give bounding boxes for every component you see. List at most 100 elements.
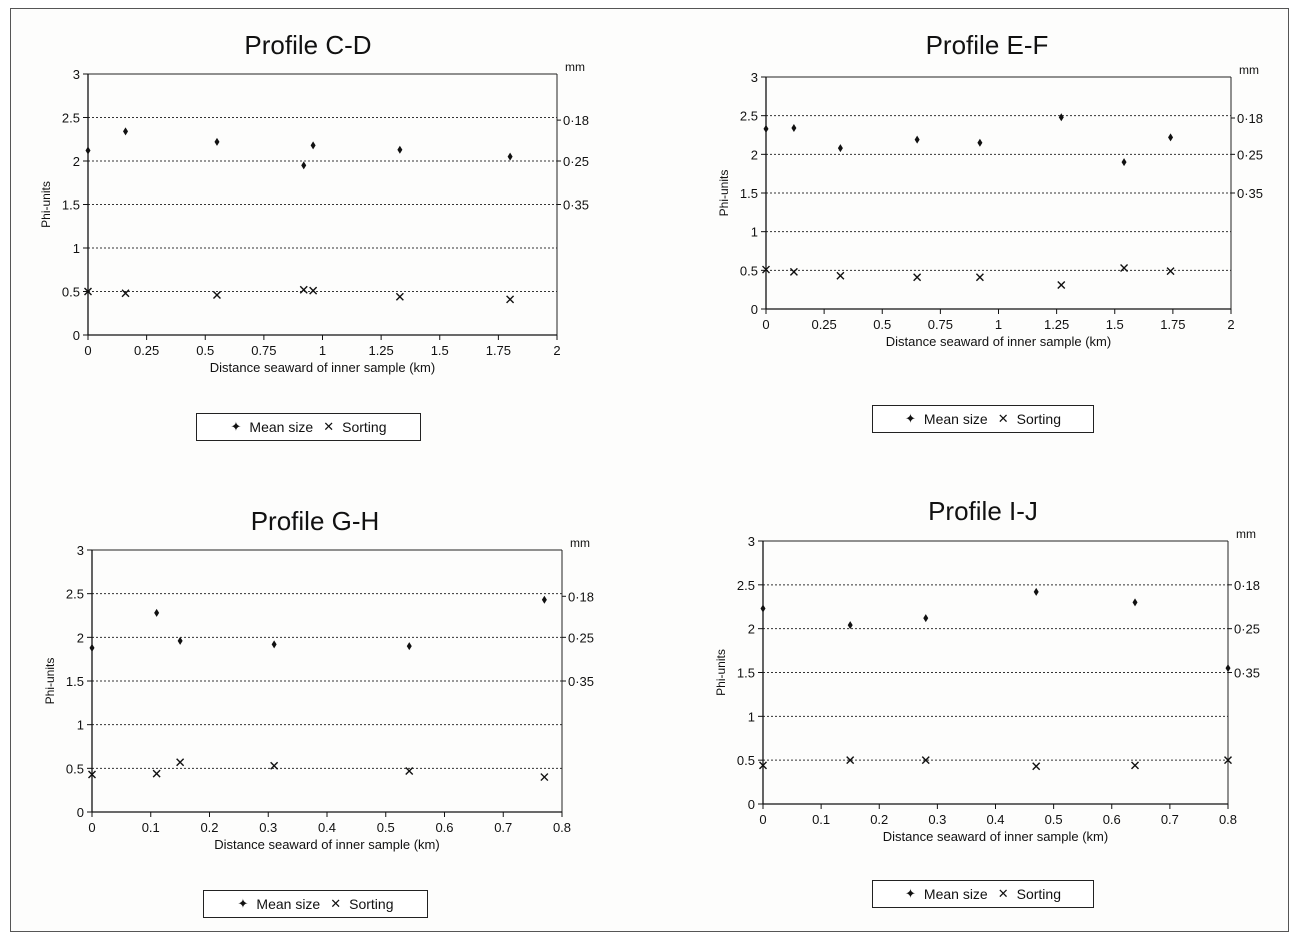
x-tick-label: 0.5 [377,820,395,835]
x-tick-label: 0 [84,343,91,358]
right-axis-unit: mm [1236,527,1256,541]
x-tick-label: 1.5 [1106,317,1124,332]
y-tick-label: 1.5 [66,674,84,689]
mean-size-point [760,604,766,613]
right-tick-label: 0·18 [1234,578,1260,593]
mean-size-marker-icon: ✦ [905,411,916,426]
right-axis-unit: mm [1239,63,1259,77]
x-tick-label: 1.75 [1160,317,1185,332]
x-tick-label: 0 [762,317,769,332]
legend-mean-size: Mean size [923,886,988,902]
right-axis-unit: mm [565,60,585,74]
mean-size-point [791,124,797,133]
legend-mean-size: Mean size [923,411,988,427]
y-tick-label: 3 [751,70,758,85]
mean-size-point [1168,133,1174,142]
y-axis-label: Phi-units [717,170,731,217]
sorting-point [540,773,549,782]
mean-size-point [397,145,403,154]
sorting-point [152,769,161,778]
sorting-point [1057,281,1066,290]
sorting-point [913,273,922,282]
x-tick-label: 0.8 [553,820,571,835]
y-tick-label: 2.5 [740,109,758,124]
right-tick-label: 0·35 [1234,666,1260,681]
sorting-point [84,287,92,296]
y-tick-label: 1.5 [737,666,755,681]
mean-size-point [1132,598,1138,607]
mean-size-point [177,636,183,645]
y-axis-label: Phi-units [714,649,728,696]
mean-size-point [301,161,307,170]
y-tick-label: 0.5 [66,761,84,776]
mean-size-point [214,137,220,146]
mean-size-point [85,146,91,155]
right-axis-unit: mm [570,536,590,550]
sorting-point [121,289,130,298]
y-tick-label: 2 [77,630,84,645]
x-tick-label: 0.3 [928,812,946,827]
legend: ✦ Mean size ✕ Sorting [196,413,421,441]
mean-size-point [89,643,95,652]
mean-size-point [1225,664,1231,673]
mean-size-marker-icon: ✦ [237,896,249,911]
x-tick-label: 1.75 [486,343,511,358]
y-tick-label: 0.5 [62,285,80,300]
x-tick-label: 2 [1227,317,1234,332]
x-tick-label: 0.2 [870,812,888,827]
mean-size-point [310,141,316,150]
legend-sorting: Sorting [349,896,394,912]
mean-size-point [914,135,920,144]
y-tick-label: 0 [77,805,84,820]
legend-mean-size: Mean size [256,896,321,912]
x-tick-label: 0.75 [928,317,953,332]
sorting-marker-icon: ✕ [330,896,342,911]
mean-size-marker-icon: ✦ [905,886,916,901]
mean-size-point [1033,587,1039,596]
y-tick-label: 1 [751,225,758,240]
right-tick-label: 0·25 [1234,622,1260,637]
sorting-point [1131,761,1139,770]
mean-size-point [406,642,412,651]
legend-mean-size: Mean size [249,419,314,435]
mean-size-point [123,127,129,136]
mean-size-point [837,144,843,153]
x-tick-label: 1 [319,343,326,358]
right-tick-label: 0·25 [1237,147,1263,162]
x-tick-label: 0.7 [494,820,512,835]
legend-sorting: Sorting [1016,886,1061,902]
y-tick-label: 1 [748,709,755,724]
legend-sorting: Sorting [1016,411,1061,427]
sorting-point [405,766,414,775]
x-tick-label: 0.25 [811,317,836,332]
mean-size-point [507,152,513,161]
right-tick-label: 0·18 [1237,111,1263,126]
legend-sorting: Sorting [342,419,387,435]
sorting-point [846,756,855,765]
sorting-point [176,758,185,767]
x-tick-label: 1.25 [368,343,393,358]
sorting-point [762,265,770,274]
y-tick-label: 2.5 [66,587,84,602]
x-tick-label: 1.25 [1044,317,1069,332]
sorting-point [395,292,404,301]
x-axis-label: Distance seaward of inner sample (km) [210,360,435,375]
chart-title: Profile G-H [250,506,380,536]
sorting-point [759,761,767,770]
x-tick-label: 0 [759,812,766,827]
y-tick-label: 3 [73,67,80,82]
y-tick-label: 2.5 [62,111,80,126]
mean-size-point [271,640,277,649]
y-tick-label: 0.5 [737,753,755,768]
right-tick-label: 0·35 [563,198,589,213]
sorting-point [299,285,308,294]
y-axis-label: Phi-units [43,658,57,705]
x-tick-label: 0.25 [134,343,159,358]
sorting-point [1120,264,1129,273]
mean-size-point [541,595,547,604]
figure-frame [10,8,1289,932]
x-tick-label: 0.5 [196,343,214,358]
